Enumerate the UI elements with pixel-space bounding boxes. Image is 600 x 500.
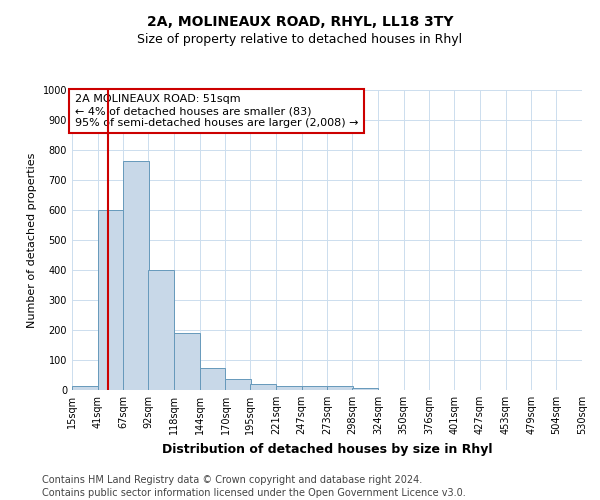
Bar: [174, 333, 200, 390]
Text: 2A MOLINEAUX ROAD: 51sqm
← 4% of detached houses are smaller (83)
95% of semi-de: 2A MOLINEAUX ROAD: 51sqm ← 4% of detache…: [74, 94, 358, 128]
Bar: [328, 386, 353, 390]
Bar: [200, 368, 226, 390]
Bar: [72, 386, 98, 390]
Bar: [276, 386, 302, 390]
Text: Contains public sector information licensed under the Open Government Licence v3: Contains public sector information licen…: [42, 488, 466, 498]
Bar: [148, 270, 174, 390]
X-axis label: Distribution of detached houses by size in Rhyl: Distribution of detached houses by size …: [162, 442, 492, 456]
Bar: [98, 210, 124, 390]
Text: 2A, MOLINEAUX ROAD, RHYL, LL18 3TY: 2A, MOLINEAUX ROAD, RHYL, LL18 3TY: [147, 15, 453, 29]
Y-axis label: Number of detached properties: Number of detached properties: [27, 152, 37, 328]
Bar: [250, 384, 276, 390]
Bar: [302, 386, 328, 390]
Bar: [124, 160, 149, 390]
Text: Size of property relative to detached houses in Rhyl: Size of property relative to detached ho…: [137, 32, 463, 46]
Bar: [226, 378, 251, 390]
Text: Contains HM Land Registry data © Crown copyright and database right 2024.: Contains HM Land Registry data © Crown c…: [42, 475, 422, 485]
Bar: [352, 388, 378, 390]
